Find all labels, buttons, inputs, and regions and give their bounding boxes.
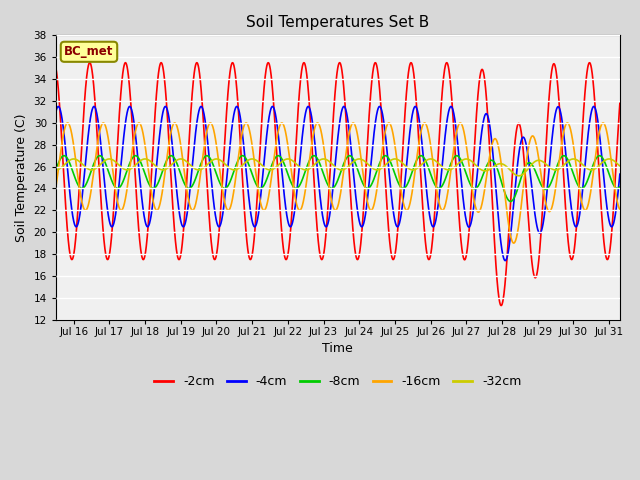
Line: -8cm: -8cm bbox=[56, 156, 620, 202]
-4cm bbox=[268, 104, 276, 109]
-4cm bbox=[616, 171, 624, 177]
Line: -32cm: -32cm bbox=[56, 159, 620, 176]
-2cm bbox=[150, 134, 157, 140]
-8cm bbox=[268, 161, 276, 167]
-2cm bbox=[545, 104, 552, 110]
-32cm bbox=[268, 167, 276, 172]
-2cm bbox=[52, 65, 60, 71]
-16cm bbox=[510, 240, 518, 246]
Line: -4cm: -4cm bbox=[56, 107, 620, 261]
-32cm bbox=[616, 163, 624, 169]
-4cm bbox=[502, 258, 509, 264]
-16cm bbox=[52, 185, 60, 191]
-4cm bbox=[52, 109, 60, 115]
-32cm bbox=[52, 167, 60, 173]
-16cm bbox=[268, 168, 276, 174]
-8cm bbox=[507, 199, 515, 204]
-32cm bbox=[427, 156, 435, 162]
-16cm bbox=[616, 207, 624, 213]
-16cm bbox=[116, 207, 124, 213]
-2cm bbox=[268, 82, 276, 88]
-8cm bbox=[605, 171, 613, 177]
-4cm bbox=[150, 193, 157, 199]
Text: BC_met: BC_met bbox=[64, 45, 114, 58]
-2cm bbox=[497, 303, 505, 309]
-4cm bbox=[545, 174, 552, 180]
-4cm bbox=[116, 170, 124, 176]
Legend: -2cm, -4cm, -8cm, -16cm, -32cm: -2cm, -4cm, -8cm, -16cm, -32cm bbox=[149, 370, 527, 393]
Y-axis label: Soil Temperature (C): Soil Temperature (C) bbox=[15, 113, 28, 242]
-32cm bbox=[605, 156, 613, 162]
-16cm bbox=[293, 202, 301, 208]
-8cm bbox=[545, 185, 552, 191]
-16cm bbox=[545, 208, 552, 214]
X-axis label: Time: Time bbox=[323, 342, 353, 355]
-4cm bbox=[305, 104, 312, 109]
-8cm bbox=[292, 186, 300, 192]
-8cm bbox=[150, 186, 157, 192]
-32cm bbox=[292, 161, 300, 167]
-2cm bbox=[292, 132, 300, 137]
Title: Soil Temperatures Set B: Soil Temperatures Set B bbox=[246, 15, 429, 30]
-2cm bbox=[605, 252, 613, 258]
-32cm bbox=[545, 164, 552, 169]
Line: -16cm: -16cm bbox=[56, 123, 620, 243]
-4cm bbox=[292, 192, 300, 197]
-8cm bbox=[616, 184, 624, 190]
-4cm bbox=[605, 218, 613, 224]
-8cm bbox=[116, 184, 124, 190]
Line: -2cm: -2cm bbox=[56, 63, 620, 306]
-8cm bbox=[52, 167, 60, 173]
-2cm bbox=[616, 100, 624, 106]
-8cm bbox=[381, 153, 389, 158]
-32cm bbox=[150, 161, 157, 167]
-2cm bbox=[336, 60, 344, 66]
-32cm bbox=[116, 163, 124, 169]
-16cm bbox=[150, 201, 157, 206]
-2cm bbox=[116, 99, 124, 105]
-16cm bbox=[605, 143, 613, 148]
-16cm bbox=[171, 120, 179, 126]
-32cm bbox=[515, 173, 523, 179]
